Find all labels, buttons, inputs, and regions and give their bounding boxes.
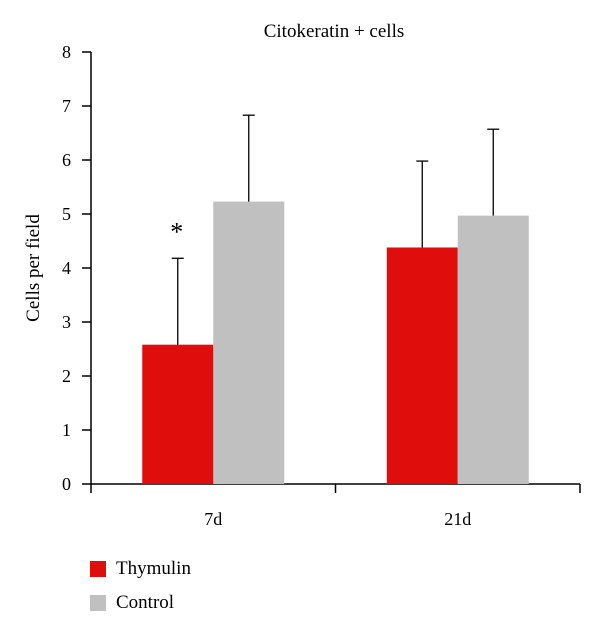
legend-label-thymulin: Thymulin [116, 558, 191, 579]
bar-control-7d [213, 201, 285, 484]
y-axis-ticks: 0 1 2 3 4 5 6 7 8 [62, 42, 91, 494]
legend: Thymulin Control [90, 552, 191, 620]
legend-item-control: Control [90, 586, 191, 620]
y-tick-label: 6 [62, 150, 71, 170]
legend-label-control: Control [116, 592, 175, 613]
legend-item-thymulin: Thymulin [90, 552, 191, 586]
y-tick-label: 0 [62, 474, 71, 494]
y-tick-label: 8 [62, 42, 71, 62]
chart-title: Citokeratin + cells [264, 21, 405, 42]
bars-layer [142, 201, 529, 484]
y-axis-label: Cells per field [23, 214, 44, 322]
significance-marker: * [170, 217, 183, 246]
y-tick-label: 4 [62, 258, 71, 278]
error-bars-layer [171, 114, 500, 345]
x-axis-ticks: 7d 21d [90, 484, 581, 529]
y-tick-label: 3 [62, 312, 71, 332]
y-tick-label: 1 [62, 420, 71, 440]
y-tick-label: 7 [62, 96, 71, 116]
y-tick-label: 2 [62, 366, 71, 386]
bar-control-21d [457, 215, 529, 484]
bar-thymulin-7d [142, 344, 214, 484]
legend-swatch-thymulin [90, 561, 106, 577]
x-tick-label: 21d [444, 509, 471, 529]
annotations-layer: * [170, 217, 183, 246]
y-tick-label: 5 [62, 204, 71, 224]
x-tick-label: 7d [204, 509, 222, 529]
bar-thymulin-21d [386, 247, 458, 484]
legend-swatch-control [90, 595, 106, 611]
